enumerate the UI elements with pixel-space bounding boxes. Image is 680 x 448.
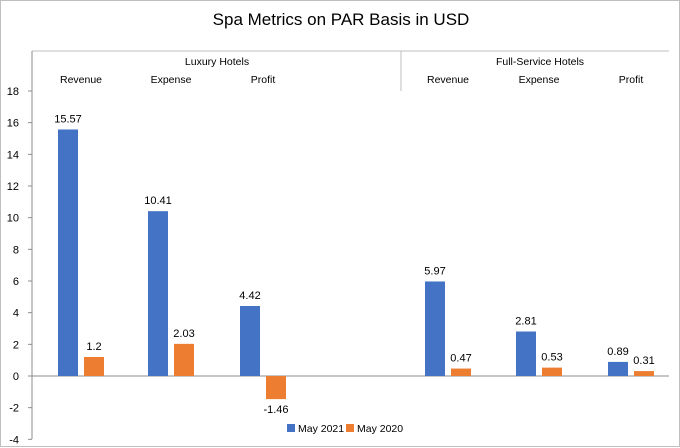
data-label: 0.53 xyxy=(541,352,562,364)
category-label: Revenue xyxy=(60,74,102,86)
category-label: Revenue xyxy=(427,74,469,86)
bar xyxy=(240,306,260,376)
data-label: 5.97 xyxy=(424,265,445,277)
category-label: Expense xyxy=(519,74,560,86)
bar xyxy=(608,361,628,376)
bar xyxy=(451,368,471,376)
data-label: 2.81 xyxy=(515,316,536,328)
bar xyxy=(516,331,536,376)
bar xyxy=(542,367,562,376)
y-tick-label: 2 xyxy=(13,339,19,351)
bar xyxy=(84,357,104,376)
category-label: Expense xyxy=(151,74,192,86)
y-tick-label: 16 xyxy=(7,118,19,130)
data-label: 10.41 xyxy=(144,195,172,207)
legend-swatch xyxy=(346,424,354,432)
data-label: 0.89 xyxy=(607,346,628,358)
legend-swatch xyxy=(287,424,295,432)
data-label: 0.47 xyxy=(450,353,471,365)
y-tick-label: 12 xyxy=(7,181,19,193)
y-tick-label: 6 xyxy=(13,276,19,288)
bar xyxy=(425,281,445,376)
bar xyxy=(58,129,78,376)
data-label: 15.57 xyxy=(54,113,82,125)
y-tick-label: 0 xyxy=(13,371,19,383)
category-label: Profit xyxy=(619,74,644,86)
y-tick-label: 14 xyxy=(7,149,19,161)
y-tick-label: -2 xyxy=(9,403,19,415)
bar xyxy=(174,343,194,376)
group-label: Full-Service Hotels xyxy=(496,56,584,68)
bar xyxy=(148,211,168,376)
category-label: Profit xyxy=(251,74,276,86)
data-label: 1.2 xyxy=(86,341,101,353)
y-tick-label: -4 xyxy=(9,434,19,446)
bar xyxy=(266,376,286,400)
group-label: Luxury Hotels xyxy=(185,56,249,68)
y-tick-label: 4 xyxy=(13,308,19,320)
chart-title: Spa Metrics on PAR Basis in USD xyxy=(213,10,470,29)
data-label: 0.31 xyxy=(633,355,654,367)
y-tick-label: 8 xyxy=(13,244,19,256)
data-label: 4.42 xyxy=(239,290,260,302)
y-tick-label: 10 xyxy=(7,213,19,225)
data-label: 2.03 xyxy=(173,328,194,340)
legend-label: May 2020 xyxy=(357,423,403,435)
y-tick-label: 18 xyxy=(7,86,19,98)
data-label: -1.46 xyxy=(263,404,288,416)
legend-label: May 2021 xyxy=(298,423,344,435)
bar xyxy=(634,371,654,376)
